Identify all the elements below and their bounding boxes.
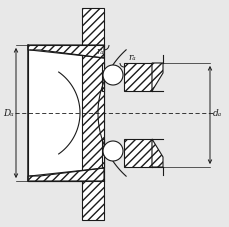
- Bar: [123, 139, 151, 167]
- Polygon shape: [151, 139, 162, 167]
- Polygon shape: [28, 168, 104, 181]
- Polygon shape: [82, 8, 104, 220]
- Bar: [101, 63, 104, 91]
- Polygon shape: [28, 45, 104, 58]
- Bar: [123, 63, 151, 91]
- Bar: [101, 139, 104, 167]
- Polygon shape: [151, 63, 162, 91]
- Bar: [28, 45, 104, 181]
- Text: Dₐ: Dₐ: [3, 109, 14, 118]
- Text: rₐ: rₐ: [95, 47, 103, 55]
- Circle shape: [103, 141, 123, 161]
- Circle shape: [103, 65, 123, 85]
- Text: dₐ: dₐ: [212, 109, 221, 118]
- Text: rₐ: rₐ: [128, 52, 135, 62]
